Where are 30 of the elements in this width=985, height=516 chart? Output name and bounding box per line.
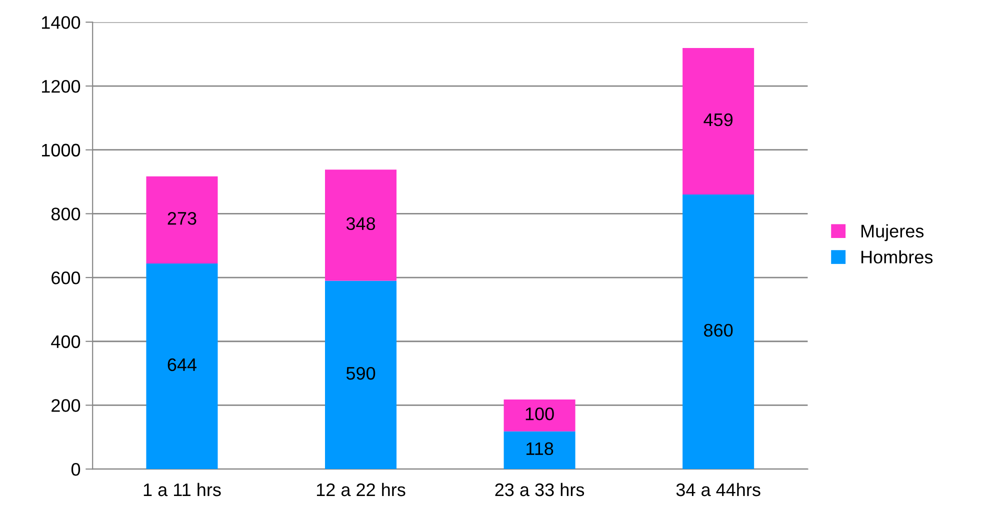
data-label: 118 — [526, 442, 554, 456]
x-tick-label: 23 a 33 hrs — [495, 482, 584, 496]
y-tick-label: 1200 — [42, 80, 80, 93]
data-label: 100 — [526, 407, 554, 420]
legend-label: Mujeres — [861, 224, 924, 242]
data-label: 644 — [168, 358, 197, 372]
y-tick-label: 200 — [52, 399, 80, 412]
data-label: 860 — [704, 324, 733, 337]
y-tick-label: 1400 — [42, 16, 80, 29]
data-label: 459 — [704, 113, 733, 126]
bar — [325, 170, 397, 281]
x-tick-label: 34 a 44hrs — [676, 482, 760, 496]
y-tick-label: 0 — [71, 462, 80, 476]
bar — [504, 431, 576, 470]
data-label: 348 — [346, 217, 376, 230]
bar — [146, 176, 218, 264]
y-tick-label: 800 — [51, 208, 80, 220]
y-tick-label: 1000 — [42, 144, 80, 157]
data-label: 590 — [346, 366, 376, 380]
x-tick-label: 1 a 11 hrs — [144, 482, 221, 496]
y-tick-label: 600 — [52, 271, 80, 284]
y-tick-label: 400 — [51, 335, 80, 348]
bar — [504, 399, 576, 432]
legend-label: Hombres — [861, 250, 933, 264]
bar — [682, 194, 754, 470]
bar — [682, 48, 754, 195]
x-tick-label: 12 a 22 hrs — [316, 482, 406, 496]
bar — [325, 280, 397, 470]
data-label: 273 — [168, 212, 196, 225]
bar — [146, 263, 218, 470]
